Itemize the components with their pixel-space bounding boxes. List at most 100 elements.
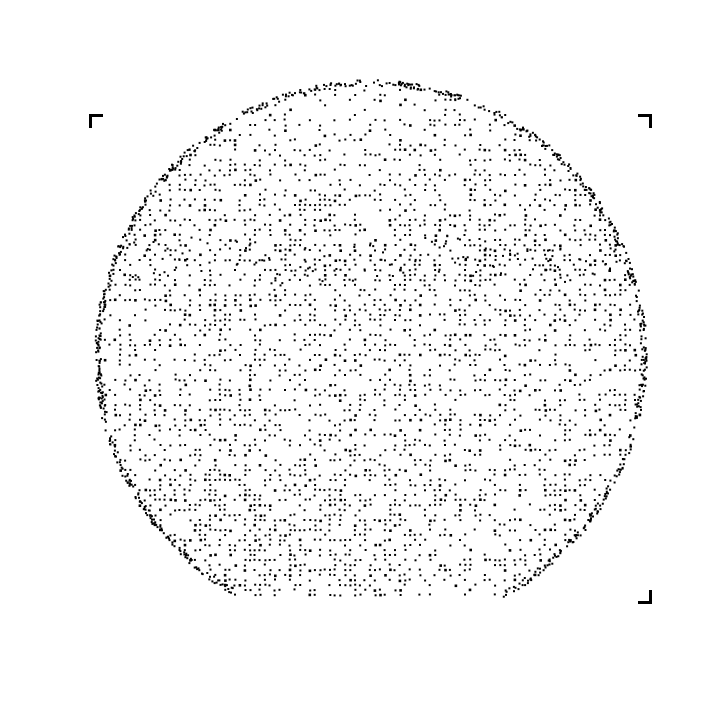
defect-point	[639, 329, 641, 331]
defect-point	[419, 294, 422, 297]
defect-point	[459, 274, 461, 276]
defect-point	[559, 269, 561, 271]
defect-point	[539, 189, 541, 191]
defect-point	[344, 449, 347, 452]
defect-point	[589, 429, 591, 431]
defect-point	[184, 409, 187, 412]
defect-point	[270, 269, 272, 271]
defect-point	[96, 384, 98, 386]
defect-point	[444, 344, 446, 346]
defect-point	[134, 314, 136, 316]
defect-point	[149, 223, 151, 225]
defect-point	[409, 334, 411, 336]
defect-point	[224, 338, 226, 340]
defect-point	[344, 264, 346, 266]
defect-point	[339, 244, 342, 247]
defect-point	[96, 329, 98, 331]
defect-point	[554, 544, 557, 547]
defect-point	[343, 279, 345, 281]
defect-point	[339, 430, 341, 432]
defect-point	[564, 294, 567, 297]
defect-point	[594, 273, 596, 275]
defect-point	[589, 479, 591, 481]
defect-point	[379, 379, 381, 381]
defect-point	[294, 565, 297, 568]
defect-point	[414, 149, 417, 152]
defect-point	[224, 394, 226, 396]
defect-point	[544, 400, 546, 402]
defect-point	[384, 529, 386, 531]
defect-point	[352, 85, 354, 87]
defect-point	[299, 91, 301, 93]
defect-point	[224, 349, 226, 351]
defect-point	[334, 200, 337, 203]
defect-point	[434, 574, 436, 576]
defect-point	[239, 424, 241, 426]
defect-point	[475, 504, 478, 507]
defect-point	[477, 264, 479, 266]
defect-point	[274, 104, 276, 106]
defect-point	[535, 409, 537, 411]
defect-point	[309, 334, 311, 336]
defect-point	[444, 209, 446, 211]
defect-point	[147, 195, 149, 197]
defect-point	[484, 259, 486, 261]
defect-point	[379, 308, 381, 310]
defect-point	[244, 474, 246, 476]
defect-point	[464, 354, 467, 357]
defect-point	[430, 204, 432, 206]
defect-point	[369, 414, 371, 416]
defect-point	[329, 539, 331, 541]
defect-point	[200, 424, 203, 427]
defect-point	[568, 464, 571, 467]
defect-point	[574, 309, 576, 311]
defect-point	[269, 573, 271, 575]
defect-point	[329, 150, 331, 152]
defect-point	[493, 266, 495, 268]
defect-point	[244, 249, 247, 252]
defect-point	[204, 199, 206, 201]
defect-point	[640, 325, 642, 327]
defect-point	[439, 119, 441, 121]
defect-point	[189, 189, 192, 192]
defect-point	[579, 204, 581, 206]
defect-point	[380, 299, 382, 301]
defect-point	[289, 559, 291, 561]
defect-point	[434, 349, 436, 351]
defect-point	[240, 369, 242, 371]
defect-point	[224, 589, 226, 591]
defect-point	[615, 249, 617, 251]
defect-point	[188, 562, 190, 564]
defect-point	[388, 539, 391, 542]
defect-point	[399, 204, 401, 206]
defect-point	[259, 105, 261, 107]
defect-point	[458, 124, 460, 126]
defect-point	[519, 169, 521, 171]
defect-point	[249, 184, 252, 187]
defect-point	[204, 424, 206, 426]
defect-point	[374, 580, 376, 582]
defect-point	[169, 304, 172, 307]
defect-point	[641, 310, 643, 312]
defect-point	[374, 589, 377, 592]
defect-point	[593, 197, 595, 199]
defect-point	[504, 394, 506, 396]
defect-point	[354, 314, 356, 316]
defect-point	[261, 259, 263, 261]
defect-point	[134, 429, 136, 431]
defect-point	[219, 320, 221, 322]
defect-point	[519, 583, 521, 585]
defect-point	[159, 210, 161, 212]
defect-point	[254, 241, 256, 243]
defect-point	[254, 374, 256, 376]
defect-point	[539, 419, 541, 421]
defect-point	[399, 469, 401, 471]
defect-point	[379, 100, 382, 103]
defect-point	[479, 280, 481, 282]
defect-point	[322, 280, 324, 282]
defect-point	[395, 474, 398, 477]
defect-point	[370, 504, 372, 506]
defect-point	[334, 499, 336, 501]
defect-point	[517, 253, 519, 255]
